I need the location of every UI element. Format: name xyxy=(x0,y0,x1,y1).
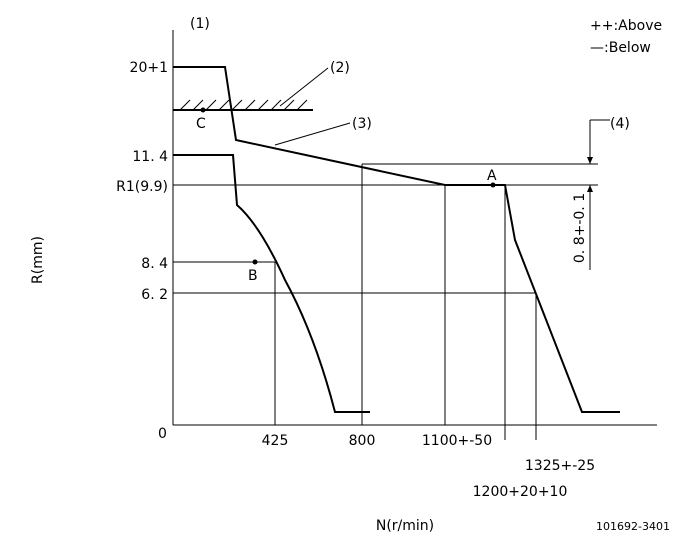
label: (4) xyxy=(610,116,630,132)
label: 0 xyxy=(158,426,167,442)
label: (3) xyxy=(352,116,372,132)
label: (2) xyxy=(330,60,350,76)
label: 800 xyxy=(349,433,376,449)
leaders xyxy=(274,67,610,270)
label: 11. 4 xyxy=(132,149,168,165)
upper-curve xyxy=(173,66,620,413)
label: 8. 4 xyxy=(141,256,168,272)
dots xyxy=(200,107,496,265)
label: (1) xyxy=(190,16,210,32)
guides xyxy=(173,163,598,440)
label: 1325+-25 xyxy=(525,458,595,474)
label: 6. 2 xyxy=(141,287,168,303)
label: A xyxy=(487,168,497,184)
label: 1200+20+10 xyxy=(473,484,568,500)
label: C xyxy=(196,116,206,132)
label: N(r/min) xyxy=(376,518,434,534)
lower-curve xyxy=(173,154,370,413)
label: 101692-3401 xyxy=(596,520,670,533)
label: 20+1 xyxy=(130,60,168,76)
label: R1(9.9) xyxy=(116,179,168,195)
axes xyxy=(172,30,657,426)
label: 425 xyxy=(262,433,289,449)
label: 1100+-50 xyxy=(422,433,492,449)
label: R(mm) xyxy=(30,236,46,284)
stopper xyxy=(173,99,313,111)
label: —:Below xyxy=(590,40,651,56)
label: B xyxy=(248,268,258,284)
label: 0. 8+-0. 1 xyxy=(572,193,588,263)
label: ++:Above xyxy=(590,18,662,34)
